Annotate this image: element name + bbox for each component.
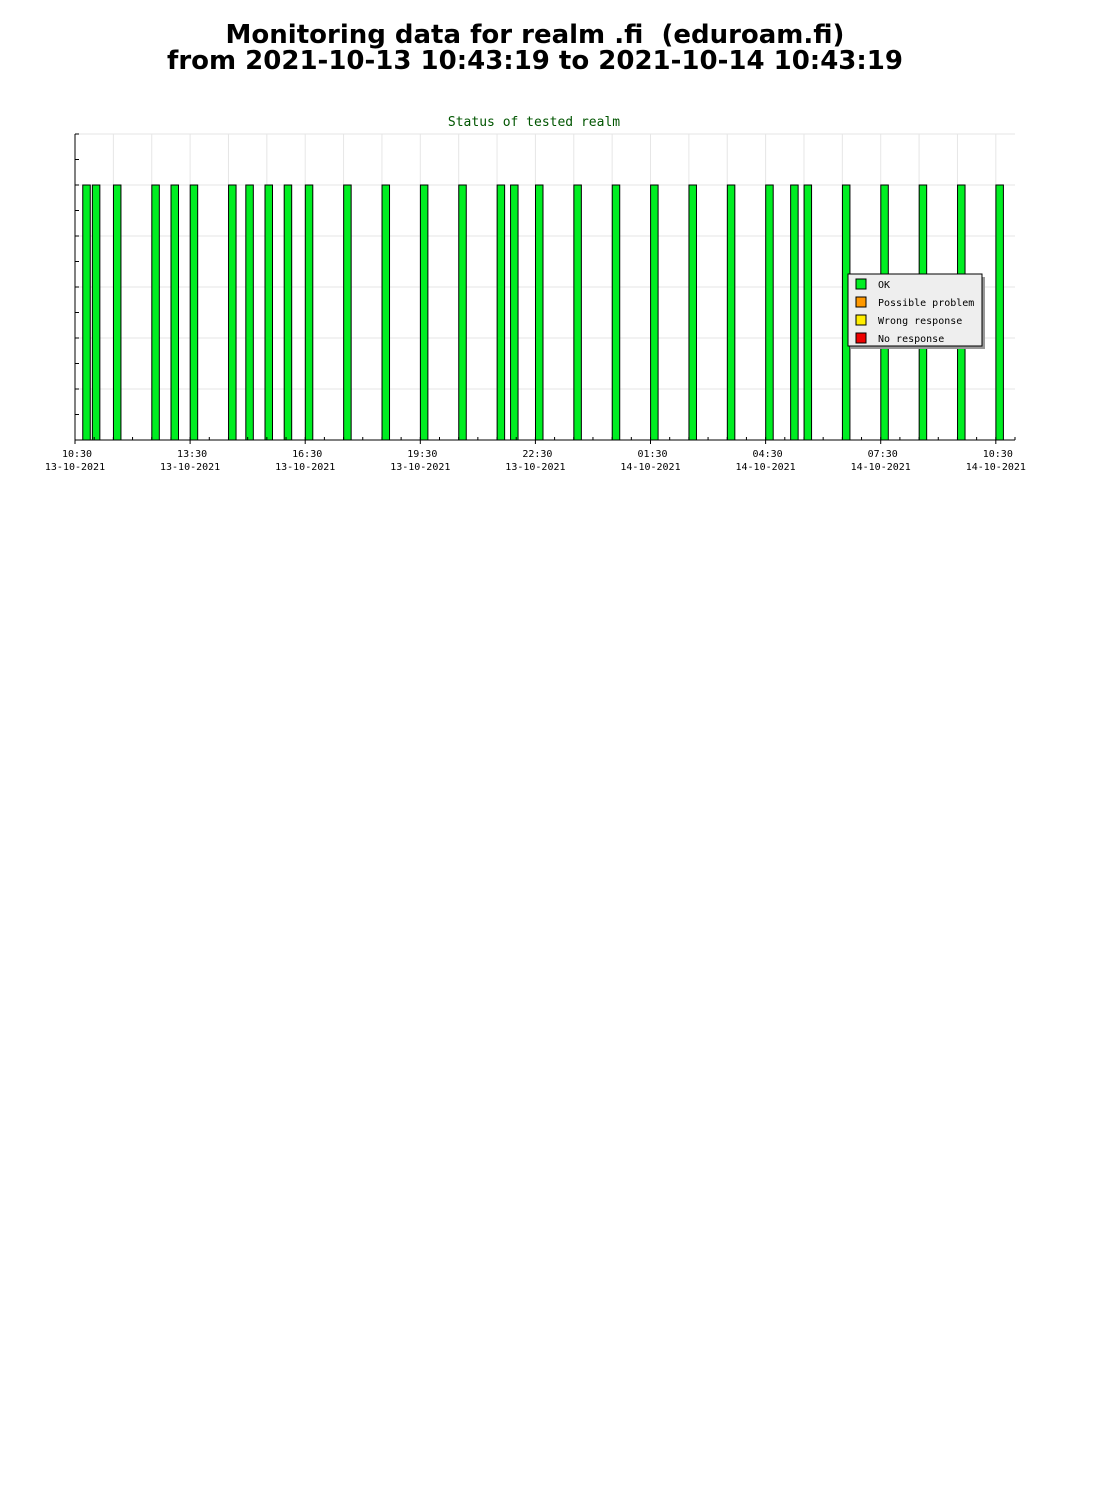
status-bar-ok: [458, 184, 467, 441]
x-tick-label-time: 10:30: [983, 449, 1013, 460]
status-bar-ok: [283, 184, 293, 441]
status-bar-ok: [688, 184, 697, 441]
legend-swatch: [855, 314, 867, 326]
x-tick-label-date: 14-10-2021: [851, 462, 911, 473]
x-tick-label-time: 22:30: [522, 449, 552, 460]
status-bar-ok: [534, 184, 544, 441]
title-line-period: from 2021-10-13 10:43:19 to 2021-10-14 1…: [167, 46, 903, 76]
status-bar-ok: [264, 184, 274, 441]
status-bar-ok: [650, 184, 659, 441]
status-bar-ok: [189, 184, 199, 441]
status-bar-ok: [510, 184, 519, 441]
x-axis-ticks: 10:30 13-10-2021 13:30 13-10-2021 16:30 13-10…: [45, 440, 1026, 473]
status-bar-ok: [112, 184, 122, 441]
x-tick-label-time: 07:30: [868, 449, 898, 460]
legend-swatch: [855, 332, 867, 344]
legend-label: Wrong response: [878, 316, 962, 327]
x-tick-label-date: 14-10-2021: [736, 462, 796, 473]
status-bar-ok: [343, 184, 352, 441]
status-bar-ok: [765, 184, 774, 441]
legend-label: No response: [878, 334, 944, 345]
x-tick-label-date: 14-10-2021: [966, 462, 1026, 473]
chart-legend: OK Possible problem Wrong response No respo…: [847, 273, 985, 349]
status-bar-ok: [573, 184, 582, 441]
status-bar-ok: [228, 184, 237, 441]
x-tick-label-time: 10:30: [62, 449, 92, 460]
status-chart: Status of tested realm 10:30 13-10-2021 13…: [45, 115, 1026, 473]
status-bar-ok: [170, 184, 180, 441]
status-bar-ok: [245, 184, 254, 441]
title-line-realm: Monitoring data for realm .fi (eduroam.f…: [225, 20, 845, 50]
legend-box: [847, 273, 983, 347]
x-tick-label-time: 19:30: [407, 449, 437, 460]
status-bar-ok: [496, 184, 506, 441]
page-title: Monitoring data for realm .fi (eduroam.f…: [0, 22, 1070, 74]
x-tick-label-date: 14-10-2021: [620, 462, 680, 473]
status-bar-ok: [611, 184, 621, 441]
legend-label: Possible problem: [878, 298, 974, 309]
x-tick-label-date: 13-10-2021: [505, 462, 565, 473]
status-bar-ok: [91, 184, 101, 441]
x-tick-label-date: 13-10-2021: [275, 462, 335, 473]
chart-axes: [74, 133, 1016, 441]
legend-label: OK: [878, 280, 890, 291]
status-bar-ok: [995, 184, 1004, 441]
status-bar-ok: [790, 184, 799, 441]
x-tick-label-time: 13:30: [177, 449, 207, 460]
status-bar-ok: [82, 184, 91, 441]
status-bar-ok: [304, 184, 314, 441]
x-tick-label-time: 04:30: [753, 449, 783, 460]
x-tick-label-date: 13-10-2021: [160, 462, 220, 473]
x-tick-label-date: 13-10-2021: [45, 462, 105, 473]
status-bar-ok: [419, 184, 429, 441]
chart-title: Status of tested realm: [448, 115, 620, 130]
status-bar-ok: [381, 184, 391, 441]
status-bar-ok: [151, 184, 160, 441]
x-tick-label-date: 13-10-2021: [390, 462, 450, 473]
status-bar-ok: [803, 184, 813, 441]
x-tick-label-time: 01:30: [637, 449, 667, 460]
x-tick-label-time: 16:30: [292, 449, 322, 460]
status-bar-ok: [726, 184, 736, 441]
legend-swatch: [855, 278, 867, 290]
legend-swatch: [855, 296, 867, 308]
